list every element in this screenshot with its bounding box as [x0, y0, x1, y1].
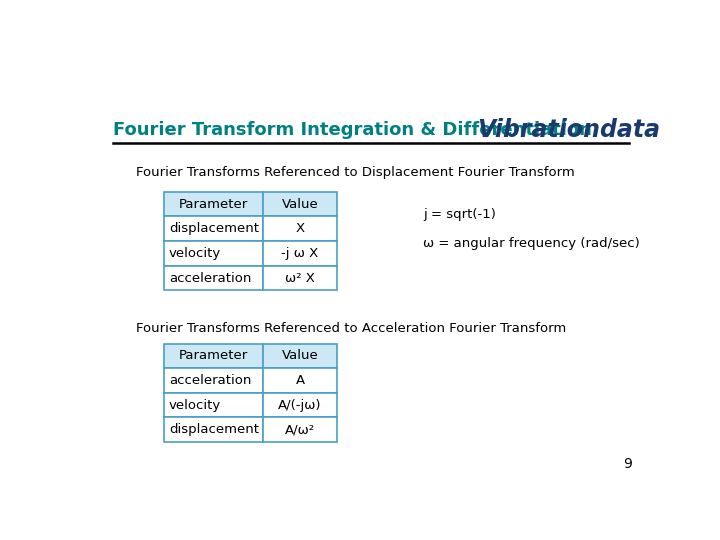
Text: ω² X: ω² X	[285, 272, 315, 285]
Text: Fourier Transform Integration & Differentiation: Fourier Transform Integration & Differen…	[113, 122, 592, 139]
Bar	[163, 343, 263, 368]
Bar	[263, 343, 337, 368]
Text: Vibrationdata: Vibrationdata	[477, 118, 661, 142]
Text: A: A	[295, 374, 305, 387]
Bar	[163, 393, 263, 417]
Text: Value: Value	[282, 349, 318, 362]
Bar	[263, 368, 337, 393]
Text: Parameter: Parameter	[179, 198, 248, 211]
Bar	[263, 266, 337, 291]
Bar	[263, 217, 337, 241]
Bar	[163, 266, 263, 291]
Bar	[263, 241, 337, 266]
Text: -j ω X: -j ω X	[282, 247, 319, 260]
Text: A/(-jω): A/(-jω)	[278, 399, 322, 411]
Text: Value: Value	[282, 198, 318, 211]
Text: Parameter: Parameter	[179, 349, 248, 362]
Text: displacement: displacement	[169, 423, 259, 436]
Bar	[263, 417, 337, 442]
Text: j = sqrt(-1): j = sqrt(-1)	[423, 208, 496, 221]
Bar	[263, 192, 337, 217]
Text: ω = angular frequency (rad/sec): ω = angular frequency (rad/sec)	[423, 237, 640, 250]
Bar	[163, 241, 263, 266]
Text: velocity: velocity	[169, 247, 221, 260]
Bar	[163, 368, 263, 393]
Text: acceleration: acceleration	[169, 374, 251, 387]
Text: Fourier Transforms Referenced to Displacement Fourier Transform: Fourier Transforms Referenced to Displac…	[137, 166, 575, 179]
Bar	[163, 417, 263, 442]
Bar	[163, 217, 263, 241]
Text: acceleration: acceleration	[169, 272, 251, 285]
Text: velocity: velocity	[169, 399, 221, 411]
Text: displacement: displacement	[169, 222, 259, 235]
Text: A/ω²: A/ω²	[285, 423, 315, 436]
Text: X: X	[295, 222, 305, 235]
Bar	[163, 192, 263, 217]
Bar	[263, 393, 337, 417]
Text: Fourier Transforms Referenced to Acceleration Fourier Transform: Fourier Transforms Referenced to Acceler…	[137, 322, 567, 335]
Text: 9: 9	[624, 457, 632, 471]
